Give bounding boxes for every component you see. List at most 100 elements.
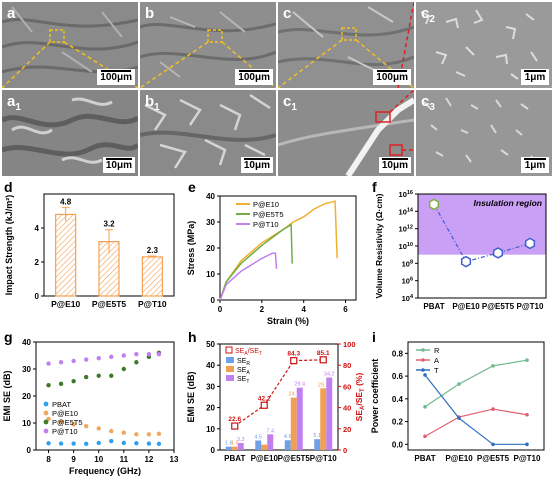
g-point (58, 441, 64, 446)
g-legend-swatch (43, 428, 49, 434)
d-category-label: P@E10 (51, 299, 80, 309)
g-point (156, 441, 162, 446)
i-point (457, 382, 461, 386)
h-y2label: SEA/SET (%) (354, 373, 366, 422)
i-series-line (424, 374, 527, 445)
i-legend-label: A (434, 356, 439, 365)
h-plot-frame (219, 343, 339, 451)
panel-label-c: c (283, 5, 292, 22)
f-marker (524, 237, 536, 250)
g-legend-swatch (43, 419, 49, 425)
e-ytick-label: 30 (206, 218, 215, 227)
f-marker (460, 255, 472, 268)
g-legend-label: P@E5T5 (52, 418, 83, 427)
g-ytick-label: 20 (22, 392, 31, 401)
f-series-line (433, 204, 531, 263)
h-legend-label: SEA (237, 367, 250, 376)
g-legend-swatch (43, 410, 49, 416)
h-category-label: P@T10 (310, 454, 337, 463)
f-ytick-label: 106 (402, 277, 413, 286)
g-ytick-label: 30 (22, 365, 31, 374)
scale-bar-c: 100μm (373, 69, 411, 85)
g-point (83, 424, 89, 429)
i-point (423, 405, 427, 409)
f-ylabel: Volume Resistivity (Ω·cm) (374, 193, 384, 298)
h-ratio-marker (231, 422, 239, 430)
h-bar-value-label: 29.4 (294, 382, 305, 388)
h-legend-label: SEA/SET (235, 348, 262, 357)
panel-letter-i: i (372, 329, 376, 345)
g-point (46, 441, 51, 446)
g-xtick-label: 13 (170, 455, 179, 464)
sem-image-a: a 100μm (2, 2, 138, 88)
panel-label-a: a (7, 5, 16, 22)
h-bar-value-label: 1.6 (225, 441, 233, 447)
h-bar (237, 443, 244, 450)
h-ylabel: EMI SE (dB) (186, 371, 196, 422)
f-ytick-label: 104 (402, 294, 414, 303)
h-legend-swatch (226, 357, 234, 363)
panel-label-c1: c1 (283, 93, 297, 113)
panel-letter-h: h (188, 329, 197, 345)
d-ytick-label: 0 (35, 292, 40, 301)
h-bar (284, 440, 291, 450)
panel-label-b1: b1 (145, 93, 160, 113)
d-value-label: 3.2 (103, 220, 115, 229)
e-legend-label: P@T10 (253, 220, 279, 229)
i-point (491, 364, 495, 368)
scale-bar-a1: 10μm (102, 157, 135, 173)
g-point (156, 431, 162, 436)
e-series-line (219, 252, 278, 301)
h-bar (231, 446, 238, 450)
h-bar-value-label: 24.7 (288, 392, 299, 398)
h-ytick-label: 30 (206, 382, 215, 391)
g-point (83, 374, 89, 380)
g-ylabel: EMI SE (dB) (2, 370, 12, 421)
i-legend-marker (421, 368, 425, 372)
e-xtick-label: 4 (301, 305, 306, 314)
i-legend-marker (421, 348, 425, 352)
f-region-annotation: Insulation region (474, 198, 542, 208)
h-bar-value-label: 4.5 (254, 434, 262, 440)
f-category-label: P@E10 (452, 302, 480, 311)
g-point (121, 353, 127, 358)
h-bar (296, 387, 303, 450)
e-xtick-label: 0 (218, 305, 223, 314)
chart-h-emi-bars: 0 10 20 30 40 50 0 20 40 60 80 100 EMI SE (dB) SEA/SE… (186, 340, 366, 463)
g-point (109, 373, 114, 378)
f-ytick-label: 1014 (399, 207, 414, 216)
scale-bar-b: 100μm (235, 69, 273, 85)
sem-image-c2: c2 1μm (416, 2, 552, 88)
h-ratio-label: 84.3 (287, 351, 300, 358)
sem-image-b1: b1 10μm (140, 90, 276, 176)
panel-label-c3: c3 (421, 93, 435, 113)
h-bar-value-label: 3.3 (237, 437, 245, 443)
g-point (71, 441, 76, 446)
g-point (121, 440, 127, 446)
h-ytick-label: 10 (206, 425, 215, 434)
d-bar (55, 213, 77, 297)
h-category-label: P@E10 (251, 454, 279, 463)
g-point (109, 438, 114, 444)
h-bar-value-label: 29.1 (318, 382, 329, 388)
g-point (121, 366, 127, 372)
h-ytick-label: 20 (206, 404, 215, 413)
h-legend-swatch (225, 346, 233, 354)
h-bar-value-label: 4.6 (284, 434, 292, 440)
g-point (134, 432, 139, 437)
i-category-label: P@E5T5 (477, 454, 510, 463)
h-ytick-label: 0 (211, 446, 216, 455)
i-point (525, 358, 529, 362)
g-point (96, 440, 101, 446)
panel-label-c2: c2 (421, 5, 435, 25)
g-point (46, 361, 51, 366)
h-y2tick-label: 40 (343, 404, 351, 413)
i-point (525, 442, 529, 447)
d-category-label: P@E5T5 (92, 299, 127, 309)
h-ratio-marker (290, 357, 298, 365)
g-point (83, 357, 89, 362)
i-point (423, 373, 427, 377)
h-bar (314, 439, 321, 450)
h-bar (255, 440, 262, 450)
i-series-line (424, 359, 528, 408)
